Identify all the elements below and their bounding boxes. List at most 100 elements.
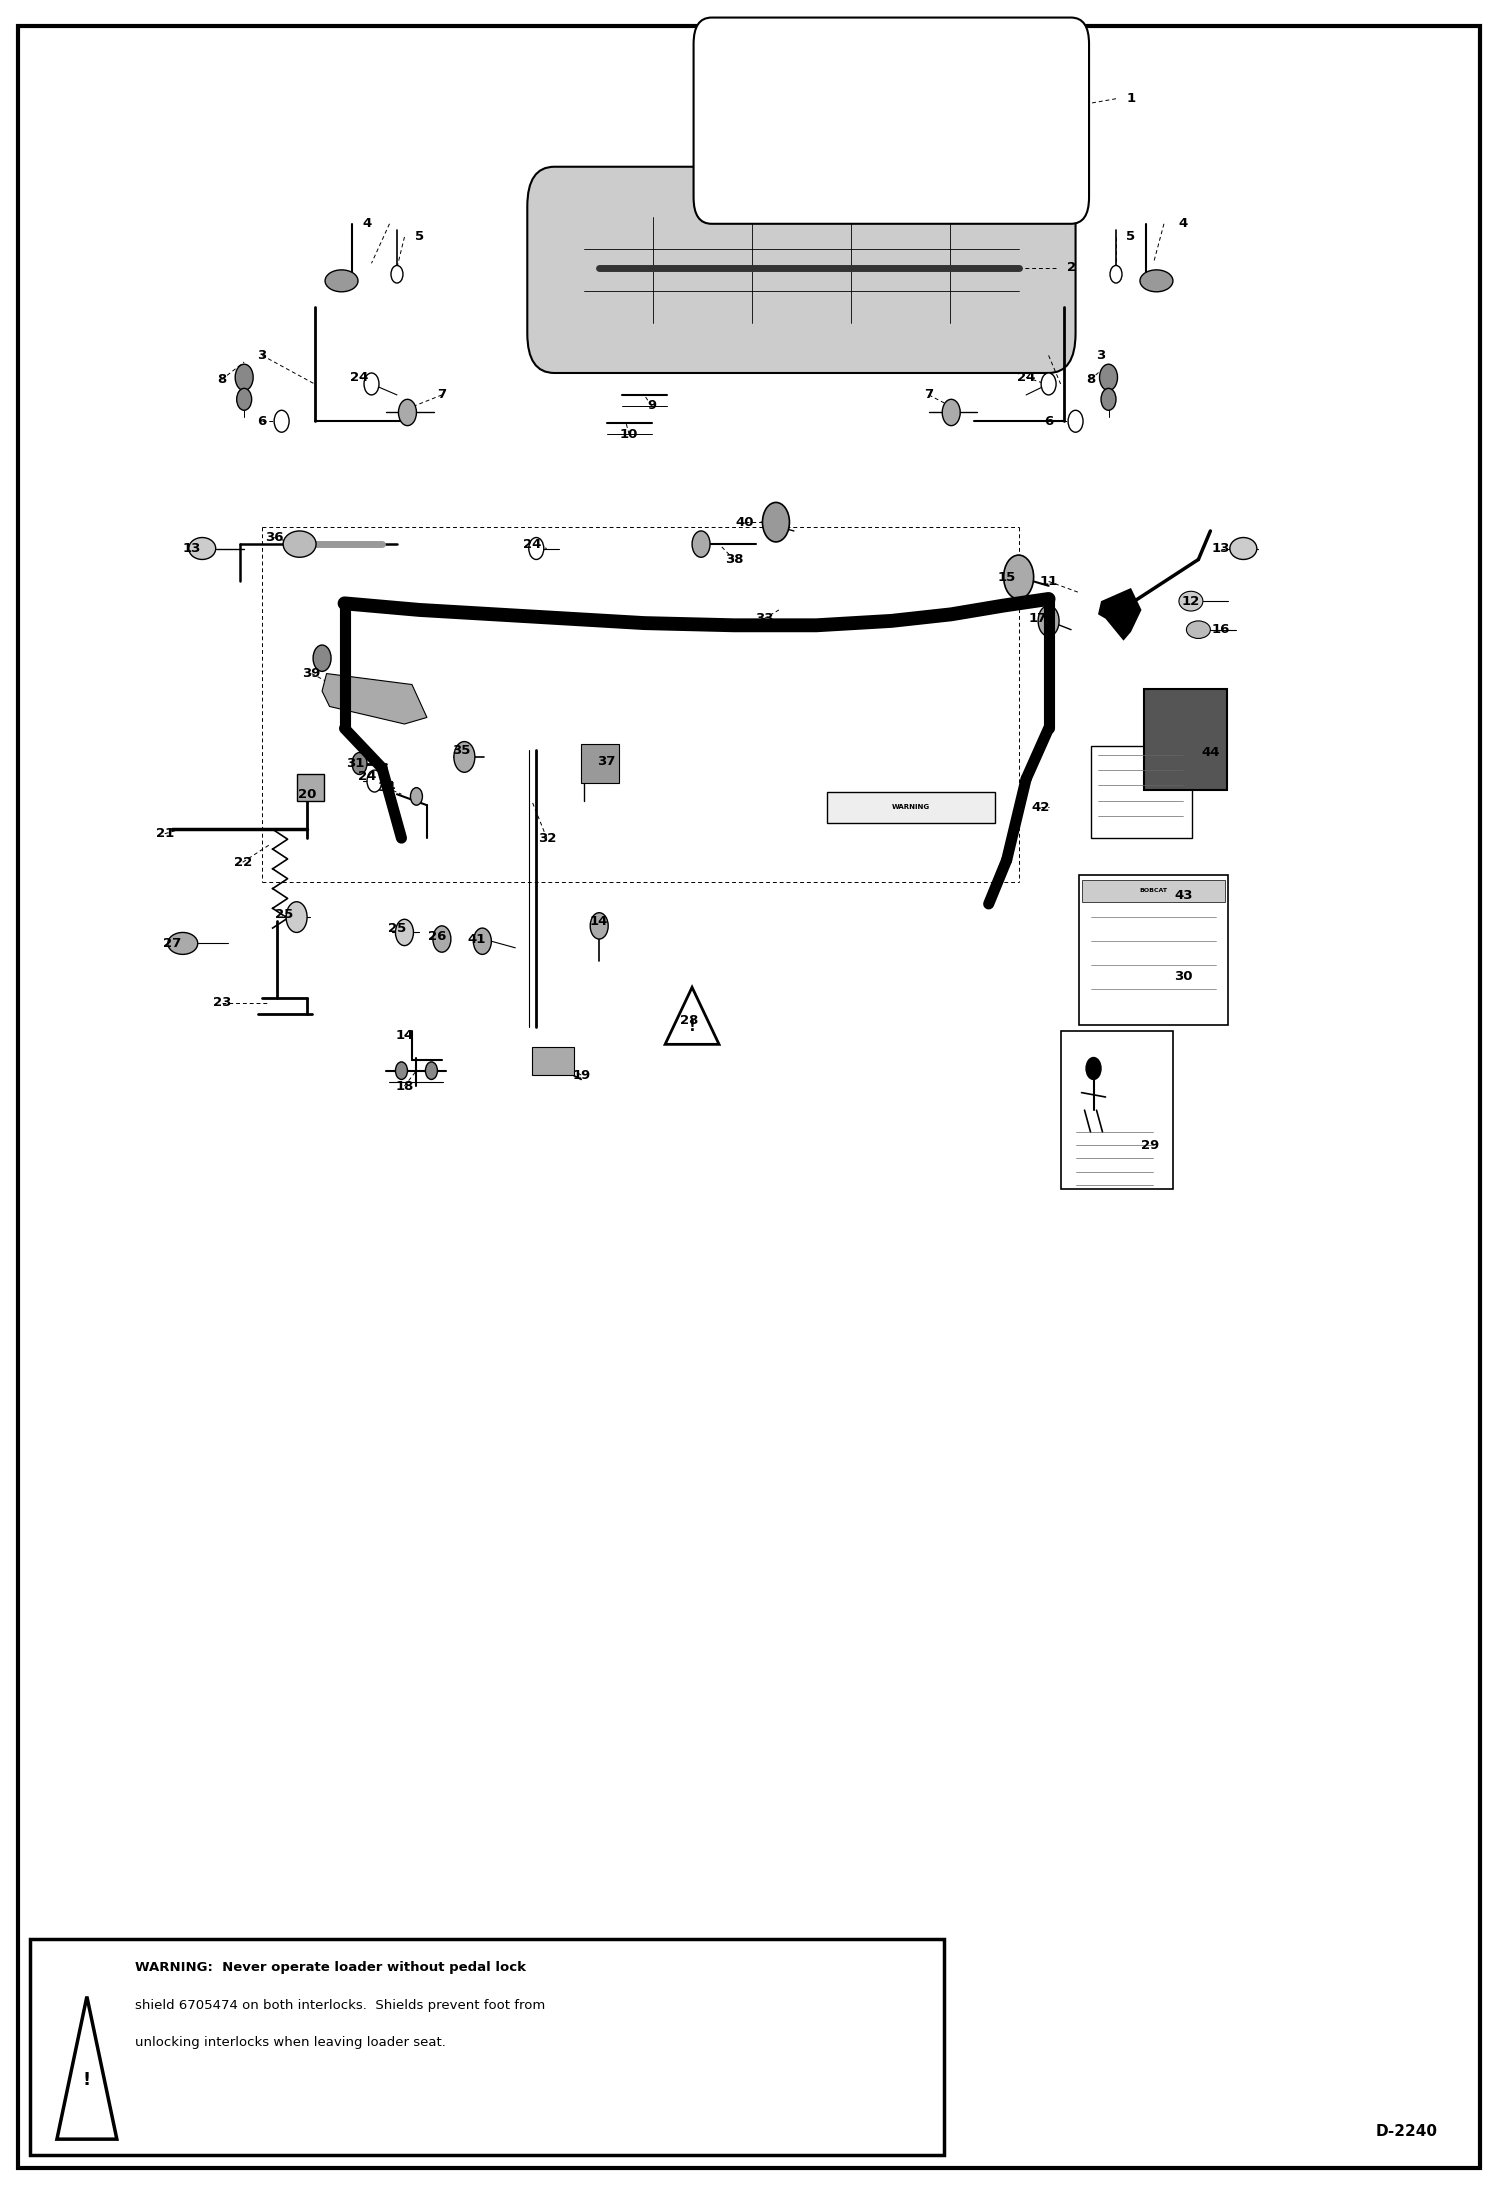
Text: 33: 33 (755, 612, 773, 625)
Text: 2: 2 (1067, 261, 1076, 274)
Text: 24: 24 (358, 770, 376, 783)
Circle shape (1101, 388, 1116, 410)
Text: WARNING:  Never operate loader without pedal lock: WARNING: Never operate loader without pe… (135, 1961, 526, 1975)
Text: 23: 23 (213, 996, 231, 1009)
Text: 37: 37 (598, 755, 616, 768)
Text: 13: 13 (1212, 542, 1230, 555)
Text: 21: 21 (156, 827, 174, 840)
Text: 36: 36 (265, 531, 283, 544)
Text: 16: 16 (1212, 623, 1230, 636)
Text: 18: 18 (395, 1079, 413, 1093)
Text: 44: 44 (1201, 746, 1219, 759)
Text: 11: 11 (1040, 575, 1058, 588)
Bar (1091, 746, 1192, 838)
Circle shape (410, 788, 422, 805)
Text: 41: 41 (467, 932, 485, 946)
Bar (30, 1939, 944, 2155)
Polygon shape (1098, 588, 1141, 641)
Circle shape (313, 645, 331, 671)
Circle shape (692, 531, 710, 557)
Circle shape (395, 1062, 407, 1079)
Text: shield 6705474 on both interlocks.  Shields prevent foot from: shield 6705474 on both interlocks. Shiel… (135, 1999, 545, 2012)
Text: 9: 9 (647, 399, 656, 412)
Text: WARNING: WARNING (891, 805, 930, 810)
Text: 35: 35 (452, 744, 470, 757)
Text: 40: 40 (736, 516, 753, 529)
Circle shape (1041, 373, 1056, 395)
Circle shape (237, 388, 252, 410)
Text: 24: 24 (523, 538, 541, 551)
FancyBboxPatch shape (527, 167, 1076, 373)
Polygon shape (322, 674, 427, 724)
Text: 43: 43 (1174, 889, 1192, 902)
Text: 29: 29 (1141, 1139, 1159, 1152)
Text: 28: 28 (680, 1014, 698, 1027)
Ellipse shape (283, 531, 316, 557)
Circle shape (529, 538, 544, 559)
Circle shape (425, 1062, 437, 1079)
Bar (827, 792, 995, 823)
Text: BOBCAT: BOBCAT (1140, 889, 1167, 893)
Circle shape (1004, 555, 1034, 599)
Circle shape (274, 410, 289, 432)
Text: 7: 7 (924, 388, 933, 402)
Text: 5: 5 (415, 230, 424, 244)
Text: 26: 26 (428, 930, 446, 943)
Circle shape (395, 919, 413, 946)
Text: 14: 14 (590, 915, 608, 928)
Circle shape (942, 399, 960, 426)
Bar (297, 774, 324, 801)
Text: 7: 7 (437, 388, 446, 402)
Text: !: ! (689, 1020, 695, 1033)
Text: 30: 30 (1174, 970, 1192, 983)
Circle shape (398, 399, 416, 426)
Text: 3: 3 (258, 349, 267, 362)
Text: 32: 32 (538, 832, 556, 845)
Text: 8: 8 (1086, 373, 1095, 386)
Text: 17: 17 (1029, 612, 1047, 625)
Text: 39: 39 (303, 667, 321, 680)
Text: 20: 20 (298, 788, 316, 801)
Circle shape (1068, 410, 1083, 432)
Text: 4: 4 (363, 217, 372, 230)
Circle shape (1038, 606, 1059, 636)
Bar (532, 1047, 574, 1075)
Bar (581, 744, 619, 783)
Ellipse shape (1140, 270, 1173, 292)
Polygon shape (57, 1997, 117, 2139)
Text: 5: 5 (1126, 230, 1135, 244)
Text: 15: 15 (998, 570, 1016, 584)
Text: 31: 31 (346, 757, 364, 770)
Circle shape (1110, 265, 1122, 283)
FancyBboxPatch shape (694, 18, 1089, 224)
Text: 19: 19 (572, 1068, 590, 1082)
Circle shape (364, 373, 379, 395)
Circle shape (454, 742, 475, 772)
Ellipse shape (1179, 590, 1203, 610)
Bar (1061, 1031, 1173, 1189)
Text: 24: 24 (1017, 371, 1035, 384)
Text: unlocking interlocks when leaving loader seat.: unlocking interlocks when leaving loader… (135, 2036, 446, 2049)
Circle shape (762, 502, 789, 542)
Text: 25: 25 (388, 921, 406, 935)
Text: 34: 34 (377, 781, 395, 794)
Ellipse shape (325, 270, 358, 292)
Circle shape (1100, 364, 1118, 391)
Text: 13: 13 (183, 542, 201, 555)
Text: 42: 42 (1032, 801, 1050, 814)
Bar (1079, 875, 1228, 1025)
Circle shape (352, 753, 367, 774)
Circle shape (367, 770, 382, 792)
Circle shape (433, 926, 451, 952)
Text: 38: 38 (725, 553, 743, 566)
Ellipse shape (189, 538, 216, 559)
Circle shape (1086, 1058, 1101, 1079)
Ellipse shape (1230, 538, 1257, 559)
Circle shape (590, 913, 608, 939)
Text: 25: 25 (276, 908, 294, 921)
Text: 24: 24 (351, 371, 369, 384)
Circle shape (235, 364, 253, 391)
Circle shape (286, 902, 307, 932)
Ellipse shape (1186, 621, 1210, 638)
Text: 10: 10 (620, 428, 638, 441)
